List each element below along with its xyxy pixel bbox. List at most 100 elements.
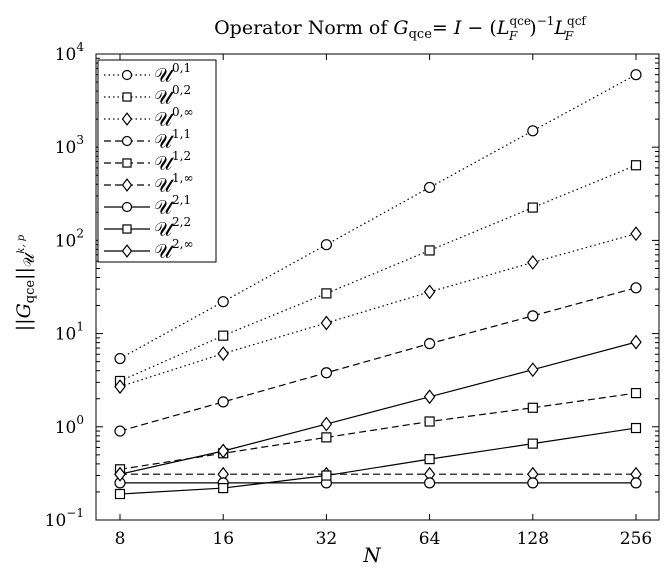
ylabel-open: || (13, 318, 35, 331)
legend-label: 𝒰1,2 (154, 149, 191, 175)
series-group (114, 69, 642, 500)
legend-label: 𝒰0,1 (154, 61, 191, 87)
title-inv: −1 (537, 14, 555, 28)
x-tick-label: 128 (517, 529, 549, 549)
title-g: G (393, 17, 408, 39)
title-i: I (453, 17, 462, 39)
data-point-diamond (121, 112, 133, 126)
y-tick-label: 103 (55, 133, 84, 158)
data-point-circle (630, 69, 642, 81)
series-2-1 (114, 477, 642, 489)
data-point-circle (121, 69, 133, 81)
data-point-circle (320, 367, 332, 379)
legend-label: 𝒰1,1 (154, 127, 191, 153)
data-point-square (424, 416, 435, 427)
data-point-square (630, 387, 642, 399)
data-point-circle (630, 477, 642, 489)
legend-entry: 𝒰2,2 (104, 215, 191, 241)
x-tick-label: 16 (212, 529, 234, 549)
data-point-square (122, 224, 132, 234)
data-point-circle (527, 477, 539, 489)
data-point-circle (630, 282, 642, 294)
legend-entry: 𝒰1,1 (104, 127, 191, 153)
x-tick-label: 8 (115, 529, 126, 549)
y-tick-label: 101 (55, 320, 84, 345)
series-line (119, 427, 637, 495)
plot-frame (95, 53, 660, 521)
series-0-1 (114, 69, 642, 365)
y-axis-label: ||Gqce||𝒰k, p (13, 234, 38, 331)
title-g-sub: qce (409, 27, 433, 42)
data-point-diamond (423, 284, 436, 300)
data-point-square (218, 482, 229, 494)
x-tick-label: 256 (620, 529, 652, 549)
series-line (119, 392, 637, 470)
title-l1: L (496, 17, 510, 39)
data-point-circle (424, 477, 436, 489)
series-2-inf (114, 334, 642, 482)
data-point-circle (121, 135, 133, 147)
series-1-1 (114, 282, 642, 437)
legend-entry: 𝒰0,2 (104, 83, 191, 109)
y-tick-label: 10−1 (45, 506, 84, 531)
data-point-square (630, 160, 642, 171)
x-tick-label: 32 (316, 529, 338, 549)
series-line (119, 287, 637, 432)
legend-label: 𝒰2,∞ (154, 237, 193, 263)
axis-ticks: 8 16 32 64 128 256 10−1 100 101 102 103 104 (45, 40, 659, 549)
data-point-circle (121, 201, 133, 213)
data-point-square (321, 288, 332, 299)
data-point-circle (527, 310, 539, 322)
data-point-diamond (527, 254, 539, 270)
title-prefix: Operator Norm of (214, 17, 393, 39)
series-line (119, 74, 637, 360)
data-point-square (630, 422, 642, 434)
legend-label: 𝒰0,∞ (154, 105, 193, 131)
title-l1-sub: F (508, 29, 518, 43)
series-0-inf (114, 226, 642, 395)
data-point-circle (114, 352, 126, 365)
data-point-square (321, 432, 332, 443)
legend-entry: 𝒰1,2 (104, 149, 191, 175)
data-point-circle (320, 239, 332, 251)
data-point-square (527, 438, 538, 449)
legend-entry: 𝒰0,∞ (104, 105, 193, 131)
data-point-square (114, 488, 126, 500)
title-l2: L (553, 17, 567, 39)
legend: 𝒰0,1𝒰0,2𝒰0,∞𝒰1,1𝒰1,2𝒰1,∞𝒰2,1𝒰2,2𝒰2,∞ (97, 59, 217, 263)
x-axis-label: N (362, 543, 382, 567)
data-point-circle (424, 338, 436, 350)
legend-entry: 𝒰1,∞ (104, 171, 193, 197)
data-point-diamond (320, 315, 333, 331)
data-point-square (424, 454, 435, 465)
legend-label: 𝒰2,1 (154, 193, 191, 219)
ylabel-u: 𝒰 (20, 251, 38, 267)
series-2-2 (114, 422, 642, 500)
data-point-diamond (320, 416, 333, 432)
y-tick-label: 102 (55, 226, 84, 251)
series-1-2 (114, 387, 642, 475)
legend-entry: 𝒰2,∞ (104, 237, 193, 263)
data-point-square (218, 330, 229, 341)
data-point-circle (527, 125, 539, 137)
data-point-circle (217, 296, 229, 308)
legend-box (97, 59, 217, 263)
ylabel-close: || (13, 267, 35, 280)
data-point-diamond (423, 389, 436, 405)
title-l1-sup: qce (509, 14, 531, 28)
data-point-circle (217, 396, 229, 408)
ylabel-g: G (13, 303, 35, 318)
series-line (119, 341, 637, 475)
legend-label: 𝒰2,2 (154, 215, 191, 241)
title-minus: − ( (461, 17, 496, 39)
data-point-square (424, 245, 435, 256)
ylabel-sup: k, p (16, 234, 27, 253)
data-point-square (527, 202, 538, 213)
title-l2-sub: F (564, 29, 574, 43)
data-point-diamond (121, 178, 133, 192)
data-point-circle (114, 425, 126, 437)
data-point-square (122, 92, 132, 102)
ylabel-sub: qce (23, 280, 38, 304)
legend-label: 𝒰1,∞ (154, 171, 193, 197)
